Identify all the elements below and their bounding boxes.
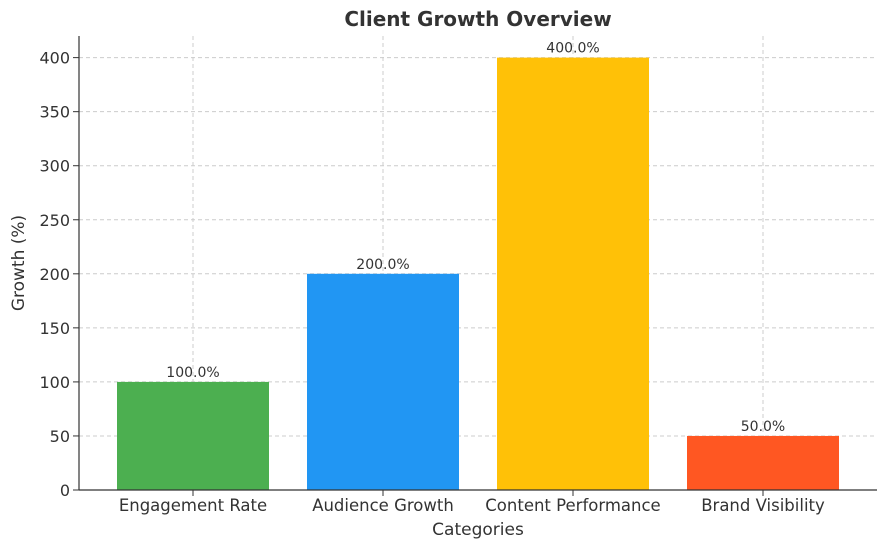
x-tick-label: Engagement Rate	[119, 496, 267, 515]
bar-value-label: 400.0%	[546, 41, 599, 57]
bars-layer: 100.0% 200.0% 400.0% 50.0%	[117, 41, 839, 490]
bar-value-label: 100.0%	[166, 365, 219, 381]
y-tick-label: 100	[39, 373, 70, 392]
bar-brand-visibility	[687, 435, 839, 490]
bar-content-performance	[497, 57, 649, 490]
y-tick-label: 150	[39, 319, 70, 338]
y-tick-label: 350	[39, 103, 70, 122]
x-axis-label: Categories	[432, 520, 524, 540]
bar-audience-growth	[307, 273, 459, 490]
y-axis-label: Growth (%)	[9, 215, 29, 311]
x-tick-label: Brand Visibility	[701, 496, 825, 515]
y-tick-label: 250	[39, 211, 70, 230]
bar-value-label: 50.0%	[741, 419, 785, 435]
y-tick-label: 300	[39, 157, 70, 176]
bar-value-label: 200.0%	[356, 257, 409, 273]
x-tick-label: Audience Growth	[312, 496, 454, 515]
x-tick-label: Content Performance	[485, 496, 660, 515]
y-tick-label: 400	[39, 49, 70, 68]
y-tick-label: 50	[50, 427, 70, 446]
y-tick-label: 200	[39, 265, 70, 284]
y-tick-label: 0	[60, 481, 70, 500]
axes-layer: 0 50 100 150 200 250 300 350 400 Engagement Rate A…	[39, 36, 877, 515]
chart-title: Client Growth Overview	[344, 7, 611, 31]
bar-engagement-rate	[117, 381, 269, 490]
